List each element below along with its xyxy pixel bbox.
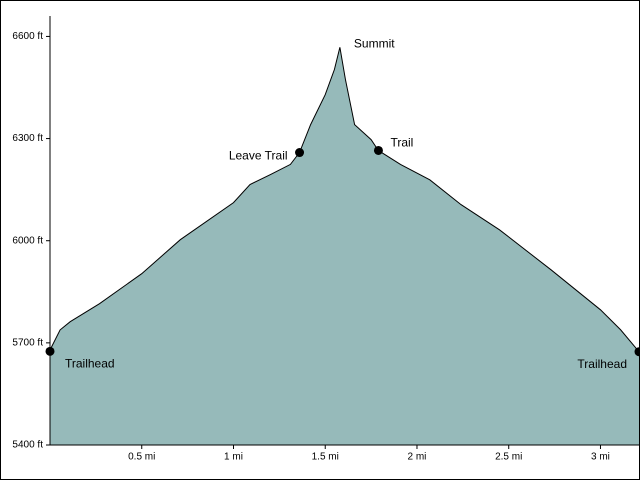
waypoint-label: Trailhead	[577, 357, 627, 371]
waypoint-label: Trailhead	[65, 357, 115, 371]
x-tick-label: 2.5 mi	[495, 452, 522, 463]
elevation-line	[49, 47, 640, 353]
waypoint-label: Summit	[354, 36, 395, 50]
waypoint-marker	[295, 148, 305, 158]
y-tick-label: 5700 ft	[12, 337, 43, 348]
x-tick-label: 2 mi	[408, 452, 427, 463]
x-tick-label: 1 mi	[224, 452, 243, 463]
waypoint-label: Trail	[390, 136, 413, 150]
x-tick-label: 0.5 mi	[128, 452, 155, 463]
waypoint-marker	[373, 145, 383, 155]
y-tick-label: 6300 ft	[12, 133, 43, 144]
y-tick-label: 5400 ft	[12, 440, 43, 451]
x-tick-label: 3 mi	[591, 452, 610, 463]
waypoint-marker	[634, 347, 640, 357]
x-tick-label: 1.5 mi	[312, 452, 339, 463]
y-tick-label: 6600 ft	[12, 31, 43, 42]
y-tick-label: 6000 ft	[12, 235, 43, 246]
elevation-area	[50, 47, 639, 446]
waypoint-label: Leave Trail	[229, 149, 288, 163]
waypoint-marker	[45, 346, 55, 356]
